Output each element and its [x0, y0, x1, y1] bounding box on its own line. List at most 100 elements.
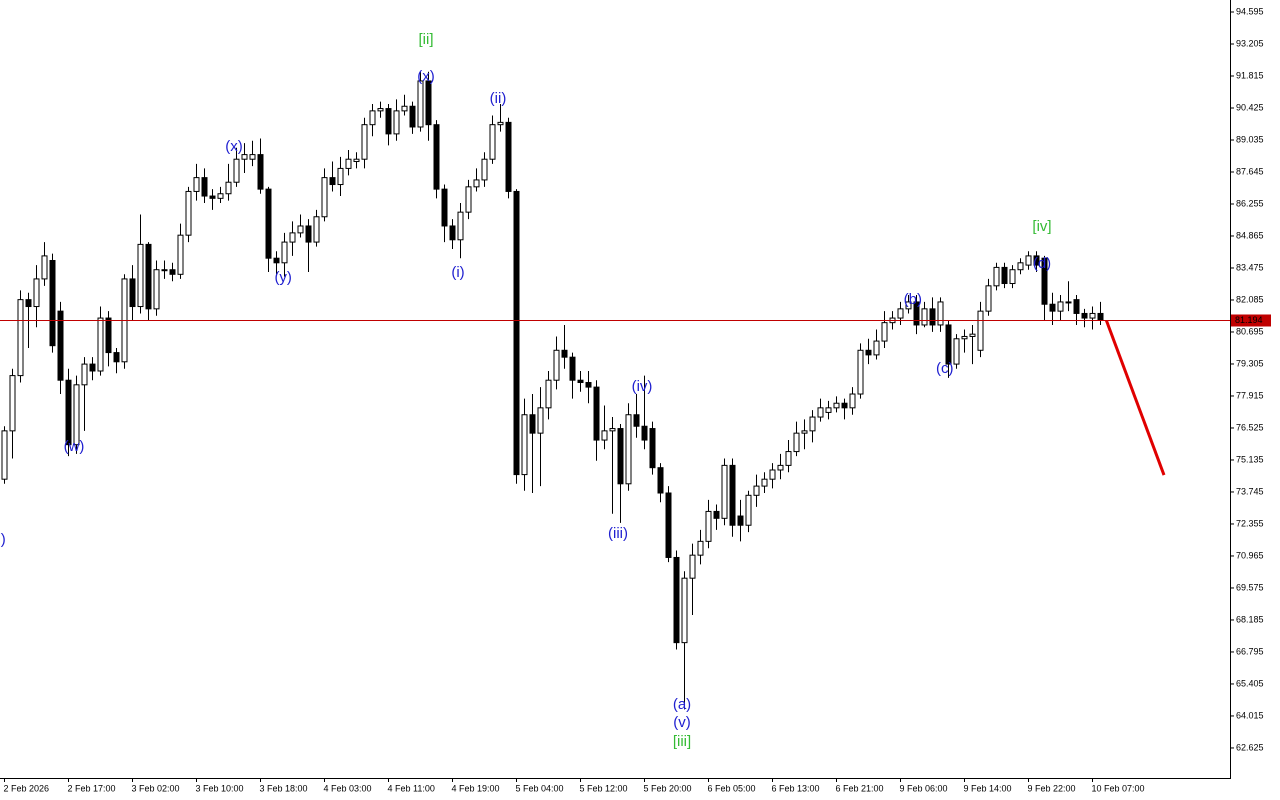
- candle-body: [337, 167, 344, 186]
- candle-body: [177, 234, 184, 275]
- candle-body: [65, 379, 72, 446]
- candle-body: [849, 393, 856, 409]
- x-tick-label: 6 Feb 13:00: [772, 783, 820, 793]
- candle-body: [1017, 262, 1024, 271]
- wave-label: (w): [64, 438, 85, 455]
- candle-body: [929, 308, 936, 326]
- candle-body: [97, 317, 104, 372]
- x-tick-label: 3 Feb 18:00: [260, 783, 308, 793]
- x-tick-label: 6 Feb 05:00: [708, 783, 756, 793]
- candle-body: [1089, 312, 1096, 319]
- candle-body: [497, 121, 504, 126]
- candle-body: [745, 494, 752, 526]
- candle-body: [377, 108, 384, 112]
- candle-body: [265, 188, 272, 259]
- candle-body: [937, 301, 944, 326]
- candle-body: [185, 190, 192, 236]
- y-tick-label: 65.405: [1236, 678, 1264, 688]
- candle-body: [417, 80, 424, 128]
- candle-body: [537, 407, 544, 434]
- candle-body: [553, 349, 560, 381]
- x-tick-label: 5 Feb 04:00: [516, 783, 564, 793]
- candle-body: [249, 154, 256, 160]
- candle-body: [529, 414, 536, 434]
- y-tick-label: 94.595: [1236, 6, 1264, 16]
- candle-body: [1025, 255, 1032, 266]
- candle-body: [473, 179, 480, 188]
- candle-body: [913, 301, 920, 326]
- y-tick-label: 66.795: [1236, 646, 1264, 656]
- y-tick-label: 76.525: [1236, 422, 1264, 432]
- candle-body: [1097, 312, 1104, 321]
- candle-body: [313, 216, 320, 243]
- x-tick-label: 5 Feb 20:00: [644, 783, 692, 793]
- candle-body: [1009, 269, 1016, 285]
- candle-body: [449, 225, 456, 241]
- candle-body: [297, 225, 304, 234]
- current-price-label: 81.194: [1235, 315, 1263, 325]
- x-tick-label: 3 Feb 10:00: [196, 783, 244, 793]
- wave-label: (y): [274, 269, 292, 286]
- candle-body: [993, 266, 1000, 287]
- candle-body: [489, 124, 496, 160]
- candle-body: [609, 428, 616, 432]
- candle-body: [1065, 301, 1072, 304]
- x-tick-label: 4 Feb 11:00: [388, 783, 435, 793]
- candle-body: [25, 299, 32, 308]
- candle-body: [409, 105, 416, 128]
- candle-body: [481, 158, 488, 181]
- candle-body: [761, 478, 768, 487]
- candle-body: [697, 540, 704, 556]
- candle-body: [1049, 303, 1056, 312]
- candle-body: [985, 285, 992, 312]
- candle-body: [801, 430, 808, 434]
- candle-body: [425, 80, 432, 126]
- y-tick-label: 87.645: [1236, 166, 1264, 176]
- y-tick-label: 75.135: [1236, 454, 1264, 464]
- candle-body: [465, 186, 472, 213]
- candle-body: [9, 375, 16, 432]
- y-tick-label: 62.625: [1236, 742, 1264, 752]
- candle-body: [73, 384, 80, 446]
- candle-body: [617, 428, 624, 485]
- y-tick-label: 83.475: [1236, 262, 1264, 272]
- candle-body: [873, 340, 880, 356]
- candle-body: [825, 407, 832, 413]
- candle-body: [545, 379, 552, 409]
- candle-body: [57, 310, 64, 381]
- x-tick-label: 2 Feb 17:00: [68, 783, 116, 793]
- x-tick-label: 4 Feb 03:00: [324, 783, 372, 793]
- candle-body: [585, 382, 592, 388]
- candle-body: [81, 363, 88, 386]
- candle-body: [305, 225, 312, 243]
- candle-body: [705, 510, 712, 542]
- y-tick-label: 68.185: [1236, 614, 1264, 624]
- y-tick-label: 91.815: [1236, 70, 1264, 80]
- y-tick-label: 64.015: [1236, 710, 1264, 720]
- x-tick-label: 9 Feb 06:00: [900, 783, 948, 793]
- candle-body: [753, 485, 760, 496]
- candle-body: [649, 428, 656, 469]
- candle-body: [561, 349, 568, 358]
- y-tick-label: 84.865: [1236, 230, 1264, 240]
- candle-body: [113, 352, 120, 363]
- wave-label: [ii]: [419, 31, 434, 48]
- candle-body: [105, 317, 112, 354]
- candle-body: [809, 416, 816, 432]
- candle-body: [289, 232, 296, 243]
- candle-body: [729, 464, 736, 526]
- candle-body: [625, 414, 632, 485]
- wave-label: (x): [417, 68, 435, 85]
- candle-body: [681, 577, 688, 644]
- candle-body: [713, 510, 720, 519]
- forecast-line: [1104, 319, 1166, 476]
- candle-body: [161, 269, 168, 272]
- y-tick-label: 93.205: [1236, 38, 1264, 48]
- x-tick-label: 4 Feb 19:00: [452, 783, 500, 793]
- y-tick-label: 77.915: [1236, 390, 1264, 400]
- wave-label: [iii]: [673, 733, 691, 750]
- candle-body: [273, 257, 280, 264]
- candle-body: [1001, 266, 1008, 285]
- wave-label: (c): [936, 360, 954, 377]
- candle-body: [1, 430, 8, 480]
